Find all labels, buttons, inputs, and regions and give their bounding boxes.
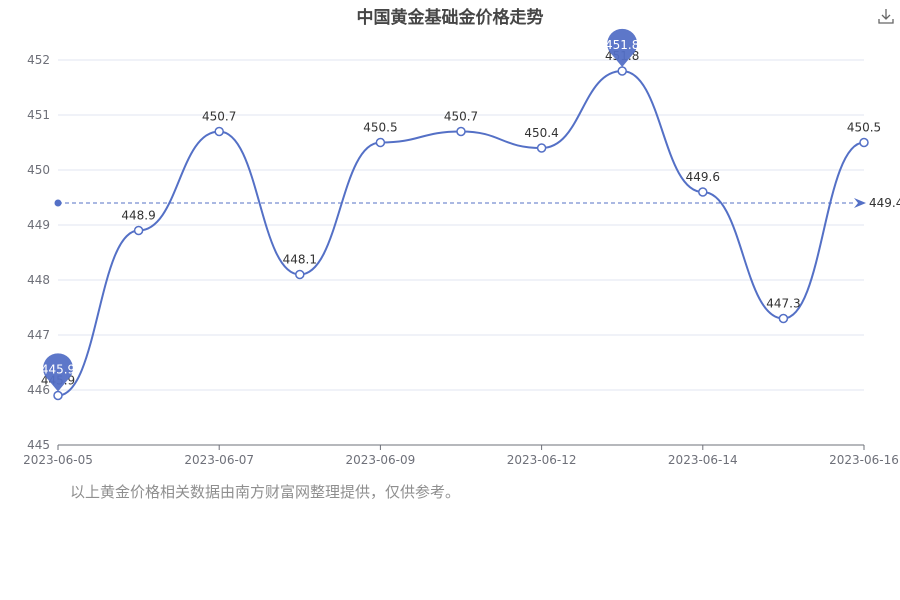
x-tick-label: 2023-06-09 bbox=[346, 453, 416, 467]
x-tick-label: 2023-06-12 bbox=[507, 453, 577, 467]
data-point bbox=[617, 66, 627, 76]
data-label: 450.5 bbox=[363, 121, 397, 135]
data-point bbox=[859, 137, 869, 148]
y-tick-label: 446 bbox=[27, 383, 50, 397]
data-point bbox=[375, 137, 386, 148]
min-pin-marker bbox=[43, 353, 73, 392]
data-point bbox=[214, 126, 224, 137]
x-tick-label: 2023-06-14 bbox=[668, 453, 738, 467]
data-point bbox=[456, 126, 466, 137]
data-point bbox=[698, 187, 708, 197]
data-point bbox=[778, 313, 789, 324]
x-tick-label: 2023-06-05 bbox=[23, 453, 93, 467]
data-label: 448.1 bbox=[283, 253, 317, 267]
average-line-arrow bbox=[854, 198, 866, 208]
data-label: 448.9 bbox=[121, 209, 155, 223]
y-tick-label: 448 bbox=[27, 273, 50, 287]
y-tick-label: 452 bbox=[27, 53, 50, 67]
data-point bbox=[53, 390, 63, 401]
data-label: 447.3 bbox=[766, 297, 800, 311]
data-label: 450.7 bbox=[202, 110, 236, 124]
data-label: 450.4 bbox=[524, 126, 558, 140]
y-tick-label: 451 bbox=[27, 108, 50, 122]
data-label: 450.7 bbox=[444, 110, 478, 124]
y-tick-label: 447 bbox=[27, 328, 50, 342]
data-label: 450.5 bbox=[847, 121, 881, 135]
footnote: 以上黄金价格相关数据由南方财富网整理提供，仅供参考。 bbox=[70, 483, 461, 501]
average-line-start bbox=[54, 199, 62, 207]
data-point bbox=[133, 225, 144, 236]
y-tick-label: 445 bbox=[27, 438, 50, 452]
data-point bbox=[536, 143, 547, 153]
average-line-label: 449.4 bbox=[869, 196, 900, 210]
x-tick-label: 2023-06-07 bbox=[184, 453, 254, 467]
download-icon[interactable] bbox=[876, 6, 896, 26]
y-tick-label: 449 bbox=[27, 218, 50, 232]
x-tick-label: 2023-06-16 bbox=[829, 453, 899, 467]
data-label: 449.6 bbox=[686, 170, 720, 184]
download-icon-graphic bbox=[878, 9, 894, 24]
y-tick-label: 450 bbox=[27, 163, 50, 177]
max-pin-marker bbox=[607, 28, 638, 67]
max-pin-label: 451.8 bbox=[605, 38, 639, 52]
min-pin-label: 445.9 bbox=[41, 363, 75, 377]
chart-title: 中国黄金基础金价格走势 bbox=[356, 8, 544, 28]
data-point bbox=[295, 269, 305, 280]
